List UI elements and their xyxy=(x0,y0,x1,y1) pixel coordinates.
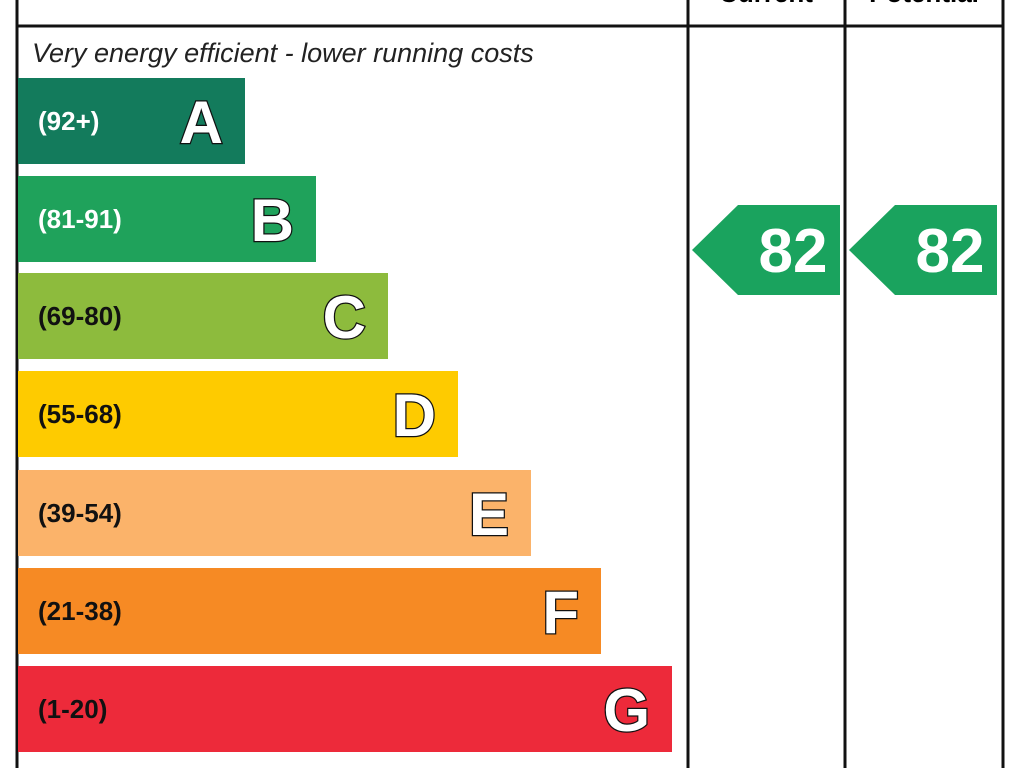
band-letter: A xyxy=(180,89,223,156)
band-letter: D xyxy=(393,382,436,449)
band-letter: C xyxy=(323,284,366,351)
rating-value: 82 xyxy=(759,217,828,286)
band-range: (1-20) xyxy=(38,694,107,724)
band-letter: B xyxy=(251,187,294,254)
rating-arrow xyxy=(849,205,997,295)
rating-arrow xyxy=(692,205,840,295)
column-header: Current xyxy=(719,0,813,8)
band-range: (39-54) xyxy=(38,498,122,528)
band-letter: F xyxy=(542,579,579,646)
band-letter: G xyxy=(603,677,650,744)
band-bar xyxy=(18,470,531,556)
caption: Very energy efficient - lower running co… xyxy=(32,38,534,68)
band-letter: E xyxy=(469,481,509,548)
band-range: (81-91) xyxy=(38,204,122,234)
rating-value: 82 xyxy=(916,217,985,286)
band-bar xyxy=(18,568,601,654)
band-bar xyxy=(18,176,316,262)
band-bar xyxy=(18,78,245,164)
column-header: Potential xyxy=(869,0,979,8)
band-range: (69-80) xyxy=(38,301,122,331)
band-range: (55-68) xyxy=(38,399,122,429)
band-range: (21-38) xyxy=(38,596,122,626)
band-bar xyxy=(18,666,672,752)
band-bar xyxy=(18,273,388,359)
band-bar xyxy=(18,371,458,457)
band-range: (92+) xyxy=(38,106,99,136)
